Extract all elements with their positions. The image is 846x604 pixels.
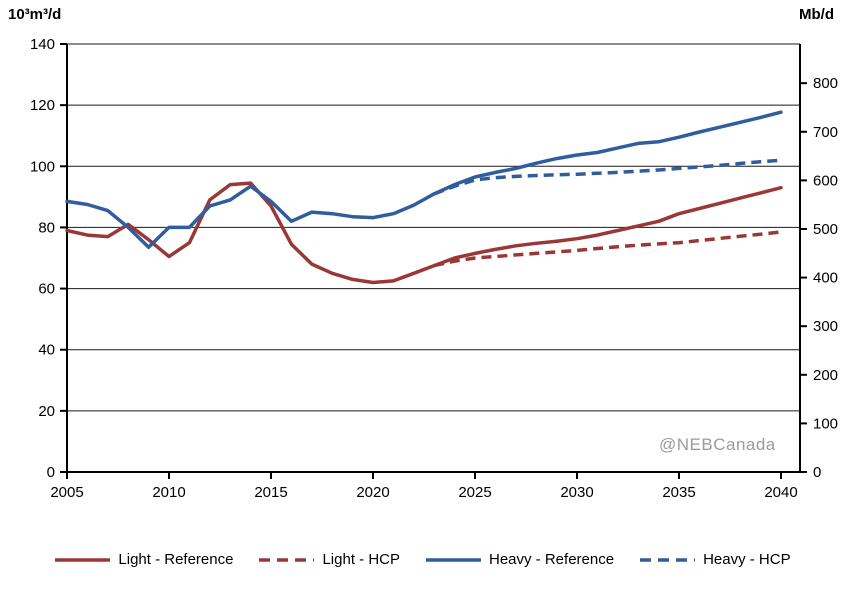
right-axis-tick-label: 100 (813, 415, 838, 432)
left-axis-tick-label: 40 (38, 342, 55, 359)
left-axis-tick-label: 140 (30, 36, 55, 53)
x-axis-tick-label: 2035 (662, 484, 695, 501)
left-axis-tick-label: 80 (38, 219, 55, 236)
left-axis-tick-label: 120 (30, 97, 55, 114)
left-axis-tick-label: 0 (47, 464, 55, 481)
right-axis-tick-label: 300 (813, 318, 838, 335)
legend-label-light-hcp: Light - HCP (322, 551, 400, 568)
legend-swatch-heavy-reference (426, 557, 481, 562)
legend-label-heavy-hcp: Heavy - HCP (703, 551, 791, 568)
series-light-reference (65, 181, 783, 285)
right-axis-tick-label: 200 (813, 367, 838, 384)
right-axis-tick-label: 0 (813, 464, 821, 481)
legend-swatch-heavy-hcp (640, 557, 696, 562)
x-axis-tick-label: 2030 (560, 484, 593, 501)
x-axis-tick-label: 2005 (50, 484, 83, 501)
left-axis-title: 10³m³/d (8, 6, 62, 23)
right-axis-tick-label: 500 (813, 221, 838, 238)
right-axis-tick-label: 800 (813, 75, 838, 92)
left-axis-tick-label: 20 (38, 403, 55, 420)
series-light-hcp (433, 230, 782, 268)
legend-item-heavy-hcp: Heavy - HCP (640, 551, 791, 568)
x-axis-tick-label: 2025 (458, 484, 491, 501)
right-axis-tick-label: 600 (813, 172, 838, 189)
x-axis-tick-label: 2040 (764, 484, 797, 501)
right-axis-tick-label: 400 (813, 270, 838, 287)
legend-swatch-light-reference (55, 557, 111, 562)
x-axis-tick-label: 2020 (356, 484, 389, 501)
legend: Light - Reference Light - HCP Heavy - Refe… (0, 551, 846, 568)
legend-swatch-light-hcp (259, 557, 315, 562)
left-axis-tick-label: 60 (38, 281, 55, 298)
x-axis-tick-label: 2010 (152, 484, 185, 501)
legend-item-light-hcp: Light - HCP (259, 551, 400, 568)
left-axis-tick-label: 100 (30, 158, 55, 175)
legend-item-heavy-reference: Heavy - Reference (426, 551, 614, 568)
watermark: @NEBCanada (659, 435, 776, 454)
series-heavy-reference (65, 110, 783, 250)
legend-label-light-reference: Light - Reference (118, 551, 234, 568)
right-axis-tick-label: 700 (813, 124, 838, 141)
legend-item-light-reference: Light - Reference (55, 551, 233, 568)
x-axis-tick-label: 2015 (254, 484, 287, 501)
legend-label-heavy-reference: Heavy - Reference (489, 551, 615, 568)
series-heavy-hcp (433, 158, 782, 196)
right-axis-title: Mb/d (799, 6, 834, 23)
